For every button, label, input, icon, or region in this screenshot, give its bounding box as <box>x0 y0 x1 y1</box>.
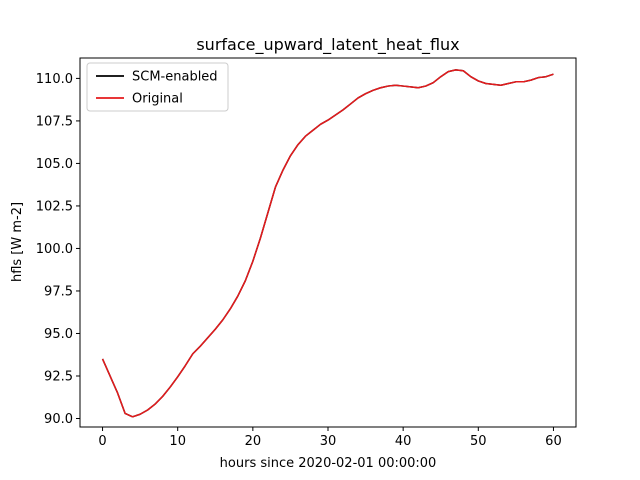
y-tick-label: 110.0 <box>36 72 73 87</box>
series-line-original <box>101 69 554 418</box>
x-tick-label: 60 <box>545 434 562 449</box>
x-axis: 0 10 20 30 40 50 60 <box>98 427 562 449</box>
legend-label-scm-enabled: SCM-enabled <box>132 70 218 85</box>
y-axis-label: hfls [W m-2] <box>10 202 25 282</box>
x-tick-label: 30 <box>320 434 337 449</box>
legend: SCM-enabled Original <box>86 62 229 112</box>
x-tick-label: 40 <box>395 434 412 449</box>
series-lines <box>101 69 554 418</box>
y-tick-label: 100.0 <box>36 242 73 257</box>
y-tick-label: 90.0 <box>44 412 73 427</box>
y-tick-label: 107.5 <box>36 114 73 129</box>
x-tick-label: 10 <box>169 434 186 449</box>
chart-title: surface_upward_latent_heat_flux <box>196 35 459 55</box>
y-tick-label: 95.0 <box>44 327 73 342</box>
y-tick-label: 97.5 <box>44 284 73 299</box>
legend-label-original: Original <box>132 92 183 107</box>
plot-frame <box>79 57 577 428</box>
plot-area: 0 10 20 30 40 50 60 90.0 92.5 95.0 97.5 100.0 102.5… <box>36 57 577 449</box>
x-tick-label: 50 <box>470 434 487 449</box>
y-tick-label: 92.5 <box>44 369 73 384</box>
legend-frame <box>86 62 229 112</box>
y-axis: 90.0 92.5 95.0 97.5 100.0 102.5 105.0 107.5 110.… <box>36 72 80 427</box>
x-axis-label: hours since 2020-02-01 00:00:00 <box>220 456 437 471</box>
y-tick-label: 102.5 <box>36 199 73 214</box>
y-tick-label: 105.0 <box>36 157 73 172</box>
x-tick-label: 20 <box>245 434 262 449</box>
x-tick-label: 0 <box>98 434 106 449</box>
